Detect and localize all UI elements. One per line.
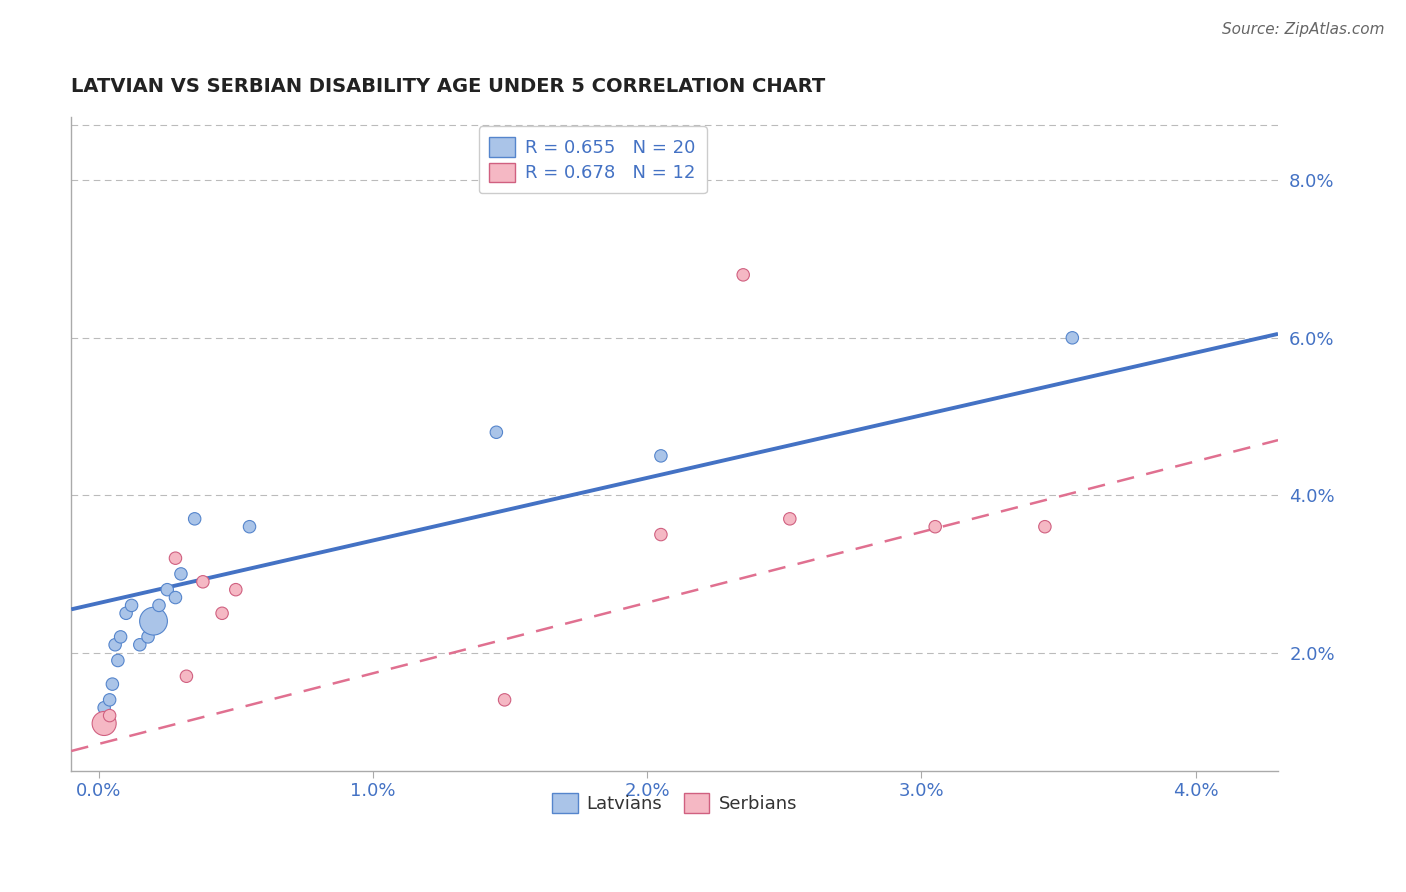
Point [148, 599, 170, 613]
Point [238, 519, 260, 533]
Point [115, 607, 138, 621]
Point [142, 614, 165, 628]
Point [136, 630, 159, 644]
Point [128, 638, 150, 652]
Text: LATVIAN VS SERBIAN DISABILITY AGE UNDER 5 CORRELATION CHART: LATVIAN VS SERBIAN DISABILITY AGE UNDER … [72, 78, 825, 96]
Point [101, 677, 124, 691]
Point [98, 708, 121, 723]
Point [779, 512, 801, 526]
Point [165, 591, 187, 605]
Point [183, 512, 205, 526]
Point [191, 574, 214, 589]
Point [93, 716, 115, 731]
Point [225, 582, 247, 597]
Point [98, 693, 121, 707]
Point [107, 653, 129, 667]
Point [110, 630, 132, 644]
Point [733, 268, 755, 282]
Point [93, 700, 115, 714]
Legend: Latvians, Serbians: Latvians, Serbians [546, 786, 804, 821]
Point [211, 607, 233, 621]
Point [494, 693, 516, 707]
Point [1062, 331, 1084, 345]
Point [650, 449, 672, 463]
Point [176, 669, 198, 683]
Point [170, 566, 193, 581]
Text: Source: ZipAtlas.com: Source: ZipAtlas.com [1222, 22, 1385, 37]
Point [485, 425, 508, 440]
Point [650, 527, 672, 541]
Point [156, 582, 179, 597]
Point [121, 599, 143, 613]
Point [1033, 519, 1056, 533]
Point [165, 551, 187, 566]
Point [104, 638, 127, 652]
Point [924, 519, 946, 533]
